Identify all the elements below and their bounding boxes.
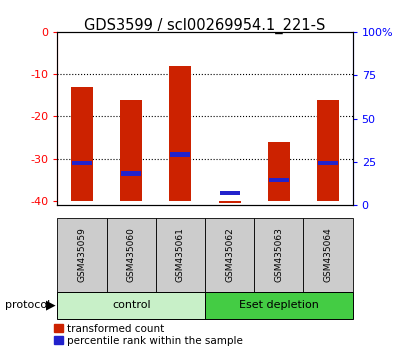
Bar <box>121 171 141 176</box>
Bar <box>72 161 92 165</box>
Legend: transformed count, percentile rank within the sample: transformed count, percentile rank withi… <box>54 324 242 346</box>
Text: ▶: ▶ <box>46 299 55 312</box>
Text: protocol: protocol <box>4 300 53 310</box>
Bar <box>204 292 352 319</box>
Bar <box>303 218 352 292</box>
Bar <box>316 99 338 201</box>
Bar <box>218 201 240 203</box>
Bar <box>120 99 142 201</box>
Bar <box>57 292 204 319</box>
Bar <box>71 87 93 201</box>
Text: GDS3599 / scl00269954.1_221-S: GDS3599 / scl00269954.1_221-S <box>84 18 325 34</box>
Text: GSM435061: GSM435061 <box>175 227 184 282</box>
Text: GSM435060: GSM435060 <box>126 227 135 282</box>
Text: Eset depletion: Eset depletion <box>238 300 318 310</box>
Text: GSM435062: GSM435062 <box>225 228 234 282</box>
Bar <box>267 142 289 201</box>
Bar <box>106 218 155 292</box>
Text: GSM435059: GSM435059 <box>77 227 86 282</box>
Bar <box>204 218 254 292</box>
Text: control: control <box>112 300 150 310</box>
Text: GSM435064: GSM435064 <box>323 228 332 282</box>
Bar <box>155 218 204 292</box>
Bar <box>57 218 106 292</box>
Bar <box>268 178 288 182</box>
Bar <box>219 190 239 195</box>
Bar <box>170 153 190 157</box>
Bar <box>254 218 303 292</box>
Bar <box>169 66 191 201</box>
Bar <box>317 161 337 165</box>
Text: GSM435063: GSM435063 <box>274 227 283 282</box>
